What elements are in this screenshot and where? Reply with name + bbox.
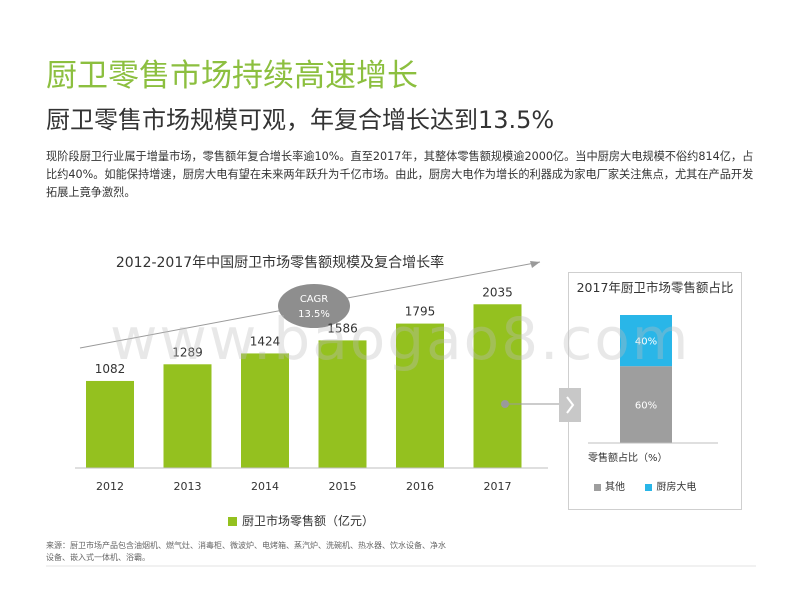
stack-segment-kitchen — [620, 315, 672, 367]
x-tick-label: 2012 — [96, 480, 124, 493]
legend-swatch-kitchen — [645, 483, 653, 491]
side-legend: 其他 厨房大电 — [594, 478, 696, 493]
side-chart-title: 2017年厨卫市场零售额占比 — [576, 280, 734, 295]
legend-label-other: 其他 — [605, 482, 625, 493]
bar — [473, 304, 522, 468]
cagr-arrow-head — [530, 261, 540, 268]
stack-data-label: 40% — [635, 337, 657, 348]
bar — [163, 364, 212, 468]
legend-label: 厨卫市场零售额（亿元） — [242, 514, 375, 528]
data-label: 1424 — [250, 334, 281, 348]
bar — [318, 340, 367, 468]
page-subtitle: 厨卫零售市场规模可观，年复合增长达到13.5% — [46, 106, 555, 134]
expand-button[interactable] — [559, 388, 581, 422]
x-tick-label: 2013 — [174, 480, 202, 493]
page-title: 厨卫零售市场持续高速增长 — [46, 58, 418, 94]
connector-dot — [501, 400, 509, 408]
chevron-right-icon — [566, 396, 575, 414]
data-label: 2035 — [482, 285, 513, 299]
chart-legend: 厨卫市场零售额（亿元） — [228, 512, 374, 529]
cagr-value: 13.5% — [298, 309, 330, 320]
legend-swatch-other — [594, 483, 601, 491]
x-tick-label: 2016 — [406, 480, 434, 493]
x-tick-label: 2014 — [251, 480, 279, 493]
intro-paragraph: 现阶段厨卫行业属于增量市场，零售额年复合增长率逾10%。直至2017年，其整体零… — [46, 150, 754, 199]
legend-label-kitchen: 厨房大电 — [656, 482, 697, 493]
cagr-bubble — [278, 284, 350, 328]
bar — [86, 380, 134, 468]
side-x-axis-label: 零售额占比（%） — [588, 453, 668, 464]
data-label: 1586 — [327, 321, 358, 335]
legend-swatch — [228, 517, 237, 526]
chart-title: 2012-2017年中国厨卫市场零售额规模及复合增长率 — [115, 255, 445, 271]
stack-segment-other — [620, 366, 672, 443]
stack-data-label: 60% — [635, 401, 657, 412]
data-label: 1795 — [405, 305, 436, 319]
bar — [241, 353, 289, 468]
bar — [396, 323, 444, 468]
watermark: www.baogao8.com — [110, 305, 691, 373]
source-note: 来源：厨卫市场产品包含油烟机、燃气灶、消毒柜、微波炉、电烤箱、蒸汽炉、洗碗机、热… — [46, 541, 446, 562]
cagr-label: CAGR — [300, 294, 328, 305]
x-tick-label: 2017 — [484, 480, 512, 493]
data-label: 1289 — [172, 345, 203, 359]
x-tick-label: 2015 — [329, 480, 357, 493]
data-label: 1082 — [95, 362, 126, 376]
